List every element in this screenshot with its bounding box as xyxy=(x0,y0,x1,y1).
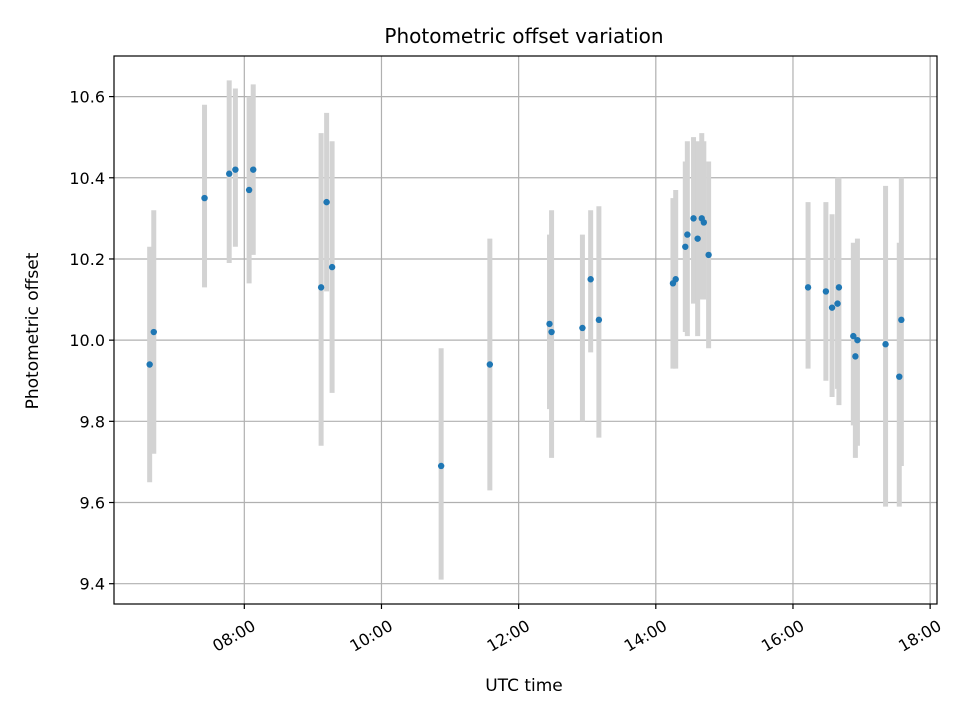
data-point xyxy=(150,328,157,336)
data-point xyxy=(850,332,857,340)
data-point xyxy=(232,166,239,173)
data-point xyxy=(548,328,555,336)
data-point xyxy=(226,170,233,177)
data-point xyxy=(822,288,830,295)
data-point xyxy=(587,276,594,283)
data-point xyxy=(317,284,325,291)
y-tick-label: 9.6 xyxy=(80,494,105,513)
data-point xyxy=(828,304,836,311)
data-point xyxy=(898,316,905,324)
data-point xyxy=(804,284,812,291)
data-point xyxy=(437,462,445,470)
data-point xyxy=(896,373,903,380)
data-point xyxy=(546,320,553,328)
y-tick-label: 10.0 xyxy=(69,331,105,350)
data-point xyxy=(690,215,697,222)
chart-title: Photometric offset variation xyxy=(384,24,663,48)
y-tick-label: 10.2 xyxy=(69,250,105,269)
data-point xyxy=(672,276,679,283)
y-tick-label: 10.6 xyxy=(69,88,105,107)
y-tick-label: 10.4 xyxy=(69,169,105,188)
data-point xyxy=(146,361,153,368)
data-point xyxy=(595,316,603,324)
data-points xyxy=(146,166,905,470)
data-point xyxy=(852,353,859,360)
data-point xyxy=(682,243,689,250)
data-point xyxy=(705,251,712,259)
data-point xyxy=(201,194,208,202)
data-point xyxy=(323,198,330,206)
y-tick-label: 9.8 xyxy=(80,412,105,431)
data-point xyxy=(486,361,494,368)
y-tick-label: 9.4 xyxy=(80,575,105,594)
y-axis-ticks: 9.4 9.6 9.8 10.0 10.2 10.4 10.6 xyxy=(69,88,114,594)
data-point xyxy=(835,284,843,291)
data-point xyxy=(684,231,691,238)
data-point xyxy=(834,300,841,307)
data-point xyxy=(328,263,336,271)
y-axis-label: Photometric offset xyxy=(23,252,43,409)
x-axis-label: UTC time xyxy=(485,676,563,696)
plot-frame xyxy=(113,55,938,605)
data-point xyxy=(854,336,861,344)
data-point xyxy=(694,235,701,242)
data-point xyxy=(250,166,257,173)
data-point xyxy=(579,324,586,332)
data-point xyxy=(882,341,889,348)
data-point xyxy=(700,219,708,226)
data-point xyxy=(245,186,253,194)
